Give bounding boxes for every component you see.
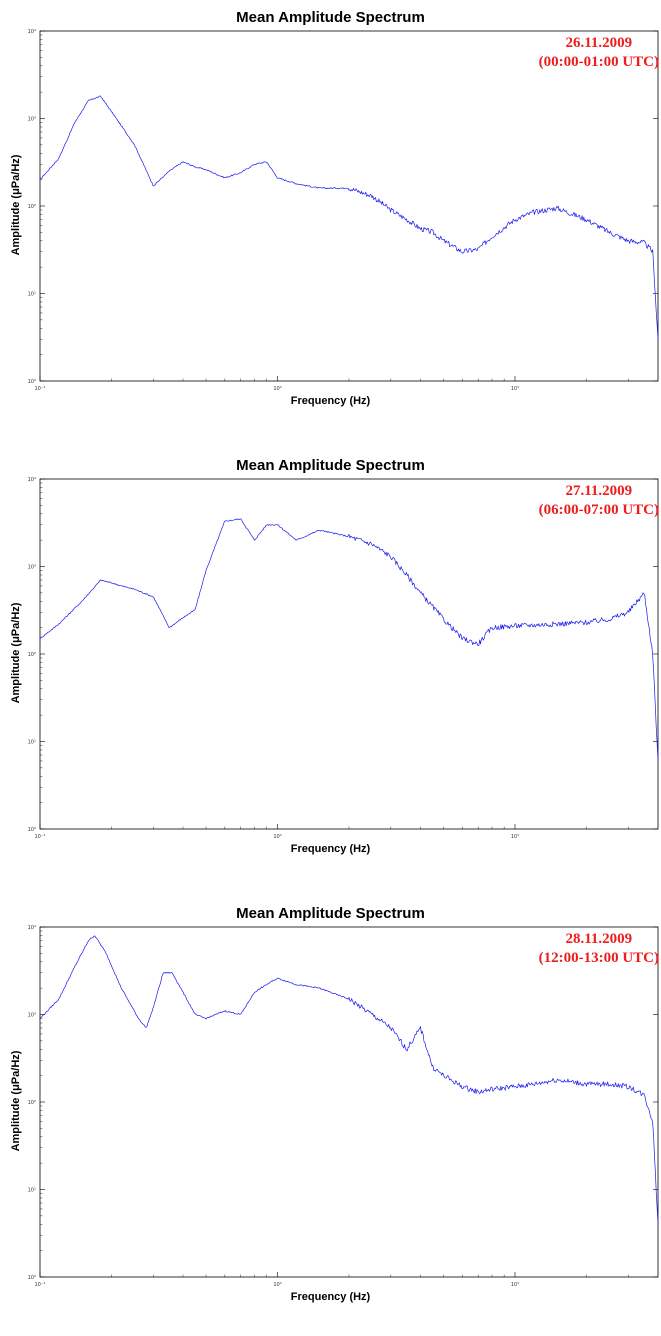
- y-tick-label: 10⁴: [28, 477, 36, 483]
- spectrum-series-line: [39, 518, 659, 761]
- x-axis-label: Frequency (Hz): [290, 843, 371, 855]
- x-tick-label: 10⁻¹: [34, 834, 45, 840]
- x-tick-label: 10¹: [511, 386, 519, 392]
- y-tick-label: 10⁴: [28, 29, 36, 35]
- annotation-line: 27.11.2009: [565, 483, 633, 499]
- date-time-annotation: 26.11.2009 (00:00-01:00 UTC): [539, 34, 659, 72]
- x-tick-label: 10⁻¹: [34, 386, 45, 392]
- annotation-line: (06:00-07:00 UTC): [538, 502, 659, 518]
- annotation-line: (12:00-13:00 UTC): [538, 950, 659, 966]
- y-tick-label: 10⁰: [28, 827, 36, 833]
- plot-frame: [39, 478, 659, 830]
- y-axis-label: Amplitude (μPa/Hz): [10, 1050, 22, 1152]
- chart-title: Mean Amplitude Spectrum: [236, 457, 425, 474]
- chart-title: Mean Amplitude Spectrum: [236, 9, 425, 26]
- date-time-annotation: 28.11.2009 (12:00-13:00 UTC): [539, 930, 659, 968]
- y-tick-label: 10¹: [28, 292, 36, 298]
- y-tick-label: 10²: [28, 204, 36, 210]
- date-time-annotation: 27.11.2009 (06:00-07:00 UTC): [539, 482, 659, 520]
- y-tick-label: 10¹: [28, 740, 36, 746]
- y-tick-label: 10⁴: [28, 925, 36, 931]
- x-tick-label: 10¹: [511, 834, 519, 840]
- chart-panel: 10⁰ 10¹ 10² 10³ 10⁴ 10⁻¹ 10⁰ 10¹ Mean Amplitude …: [0, 0, 661, 440]
- plot-frame: [39, 926, 659, 1278]
- y-tick-label: 10⁰: [28, 379, 36, 385]
- x-tick-label: 10⁰: [273, 834, 281, 840]
- y-tick-label: 10⁰: [28, 1275, 36, 1281]
- spectrum-series-line: [39, 95, 659, 340]
- x-tick-label: 10⁰: [273, 1282, 281, 1288]
- annotation-line: (00:00-01:00 UTC): [538, 54, 659, 70]
- x-axis-label: Frequency (Hz): [290, 1291, 371, 1303]
- y-axis-label: Amplitude (μPa/Hz): [10, 154, 22, 256]
- y-tick-label: 10³: [28, 565, 36, 571]
- chart-panel: 10⁰ 10¹ 10² 10³ 10⁴ 10⁻¹ 10⁰ 10¹ Mean Amplitude …: [0, 896, 661, 1336]
- spectrum-series-line: [39, 935, 659, 1224]
- annotation-line: 28.11.2009: [565, 931, 633, 947]
- chart-title: Mean Amplitude Spectrum: [236, 905, 425, 922]
- y-tick-label: 10¹: [28, 1188, 36, 1194]
- y-tick-label: 10³: [28, 1013, 36, 1019]
- annotation-line: 26.11.2009: [565, 35, 633, 51]
- x-tick-label: 10¹: [511, 1282, 519, 1288]
- x-tick-label: 10⁰: [273, 386, 281, 392]
- x-axis-label: Frequency (Hz): [290, 395, 371, 407]
- x-tick-label: 10⁻¹: [34, 1282, 45, 1288]
- plot-frame: [39, 30, 659, 382]
- y-axis-label: Amplitude (μPa/Hz): [10, 602, 22, 704]
- y-tick-label: 10³: [28, 117, 36, 123]
- y-tick-label: 10²: [28, 1100, 36, 1106]
- chart-panel: 10⁰ 10¹ 10² 10³ 10⁴ 10⁻¹ 10⁰ 10¹ Mean Amplitude …: [0, 448, 661, 888]
- y-tick-label: 10²: [28, 652, 36, 658]
